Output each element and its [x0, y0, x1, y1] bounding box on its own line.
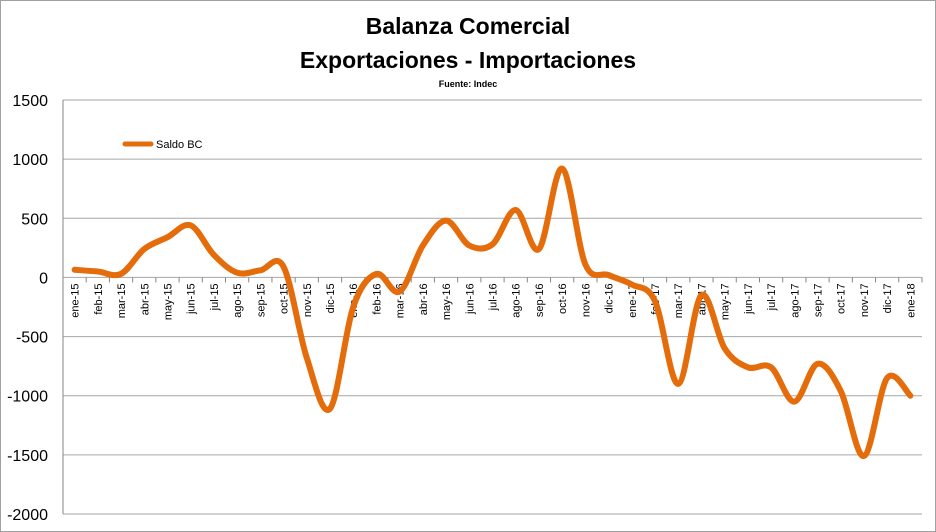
- x-tick-label: jul-17: [766, 283, 778, 311]
- x-tick-label: may-16: [441, 283, 453, 320]
- x-tick-label: ago-17: [789, 283, 801, 317]
- x-tick-label: dic-16: [604, 283, 616, 313]
- chart-title-line-2: Exportaciones - Importaciones: [300, 47, 636, 73]
- x-tick-label: abr-15: [139, 283, 151, 315]
- x-tick-label: sep-15: [255, 283, 267, 317]
- y-tick-label: -1500: [7, 448, 48, 465]
- chart-subtitle: Fuente: Indec: [439, 79, 498, 89]
- x-tick-label: ago-15: [232, 283, 244, 317]
- grid-lines: [62, 99, 922, 515]
- series-line-saldo-bc: [71, 165, 914, 460]
- y-tick-label: -1000: [7, 389, 48, 406]
- x-tick-label: oct-16: [557, 283, 569, 314]
- x-tick-label: sep-16: [534, 283, 546, 317]
- x-tick-label: ago-16: [511, 283, 523, 317]
- x-tick-label: mar-17: [673, 283, 685, 318]
- x-tick-label: jun-16: [464, 283, 476, 315]
- x-tick-label: nov-15: [302, 283, 314, 317]
- y-tick-label: -500: [16, 330, 48, 347]
- x-tick-label: feb-16: [371, 283, 383, 314]
- x-tick-label: jun-15: [186, 283, 198, 315]
- chart-title-line-1: Balanza Comercial: [366, 13, 571, 39]
- x-tick-label: dic-17: [882, 283, 894, 313]
- x-tick-label: ene-17: [627, 283, 639, 317]
- x-tick-label: nov-16: [580, 283, 592, 317]
- y-tick-label: 500: [21, 211, 48, 228]
- x-tick-label: may-17: [720, 283, 732, 320]
- x-tick-label: oct-15: [279, 283, 291, 314]
- x-tick-label: mar-15: [116, 283, 128, 318]
- x-tick-label: jul-16: [488, 283, 500, 311]
- x-axis-ticks: ene-15 feb-15 mar-15 abr-15 may-15 jun-15 jul-…: [62, 277, 923, 320]
- x-tick-label: abr-16: [418, 283, 430, 315]
- x-tick-label: ene-18: [905, 283, 917, 317]
- x-tick-label: jun-17: [743, 283, 755, 315]
- y-tick-label: 1500: [12, 93, 48, 110]
- series-layer: [71, 165, 914, 460]
- y-axis-ticks: 1500 1000 500 0 -500 -1000 -1500 -2000: [7, 93, 48, 524]
- x-tick-label: dic-15: [325, 283, 337, 313]
- y-tick-label: 1000: [12, 152, 48, 169]
- x-tick-label: feb-15: [93, 283, 105, 314]
- x-tick-label: nov-17: [859, 283, 871, 317]
- y-tick-label: 0: [39, 270, 48, 287]
- x-tick-label: jul-15: [209, 283, 221, 311]
- legend: Saldo BC: [122, 139, 203, 151]
- y-tick-label: -2000: [7, 507, 48, 524]
- legend-label: Saldo BC: [156, 139, 203, 151]
- x-tick-label: ene-15: [70, 283, 82, 317]
- x-tick-label: sep-17: [813, 283, 825, 317]
- x-tick-label: may-15: [162, 283, 174, 320]
- x-tick-label: oct-17: [836, 283, 848, 314]
